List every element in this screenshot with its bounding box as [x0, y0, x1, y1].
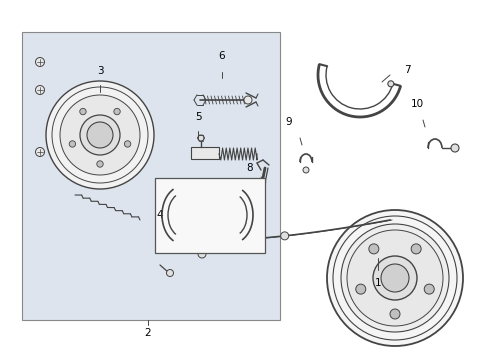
Text: 10: 10: [411, 99, 423, 109]
Circle shape: [411, 244, 421, 254]
Bar: [22, 32, 280, 320]
Text: 9: 9: [286, 117, 293, 127]
Text: 3: 3: [97, 66, 103, 76]
Circle shape: [341, 224, 449, 332]
Circle shape: [80, 108, 86, 115]
Text: 6: 6: [219, 51, 225, 61]
Circle shape: [451, 144, 459, 152]
Circle shape: [244, 96, 252, 104]
Circle shape: [46, 81, 154, 189]
Bar: [155, 178, 265, 253]
Circle shape: [223, 235, 233, 245]
Circle shape: [69, 141, 75, 147]
Circle shape: [347, 230, 443, 326]
Text: 7: 7: [404, 65, 410, 75]
Circle shape: [369, 244, 379, 254]
Circle shape: [87, 122, 113, 148]
Text: 2: 2: [145, 328, 151, 338]
Text: 8: 8: [246, 163, 253, 173]
Circle shape: [281, 232, 289, 240]
Bar: [191, 147, 219, 159]
Circle shape: [60, 95, 140, 175]
Circle shape: [114, 108, 120, 115]
Circle shape: [381, 264, 409, 292]
Circle shape: [167, 270, 173, 276]
Circle shape: [35, 58, 45, 67]
Circle shape: [303, 167, 309, 173]
Circle shape: [80, 115, 120, 155]
Text: 1: 1: [375, 278, 381, 288]
Text: 5: 5: [195, 112, 201, 122]
Circle shape: [35, 148, 45, 157]
Circle shape: [424, 284, 434, 294]
Circle shape: [373, 256, 417, 300]
Circle shape: [356, 284, 366, 294]
Text: 4: 4: [157, 210, 163, 220]
Circle shape: [124, 141, 131, 147]
Circle shape: [390, 309, 400, 319]
Circle shape: [35, 86, 45, 95]
Circle shape: [198, 250, 206, 258]
Circle shape: [198, 135, 204, 141]
Circle shape: [388, 81, 394, 87]
Circle shape: [327, 210, 463, 346]
Circle shape: [97, 161, 103, 167]
